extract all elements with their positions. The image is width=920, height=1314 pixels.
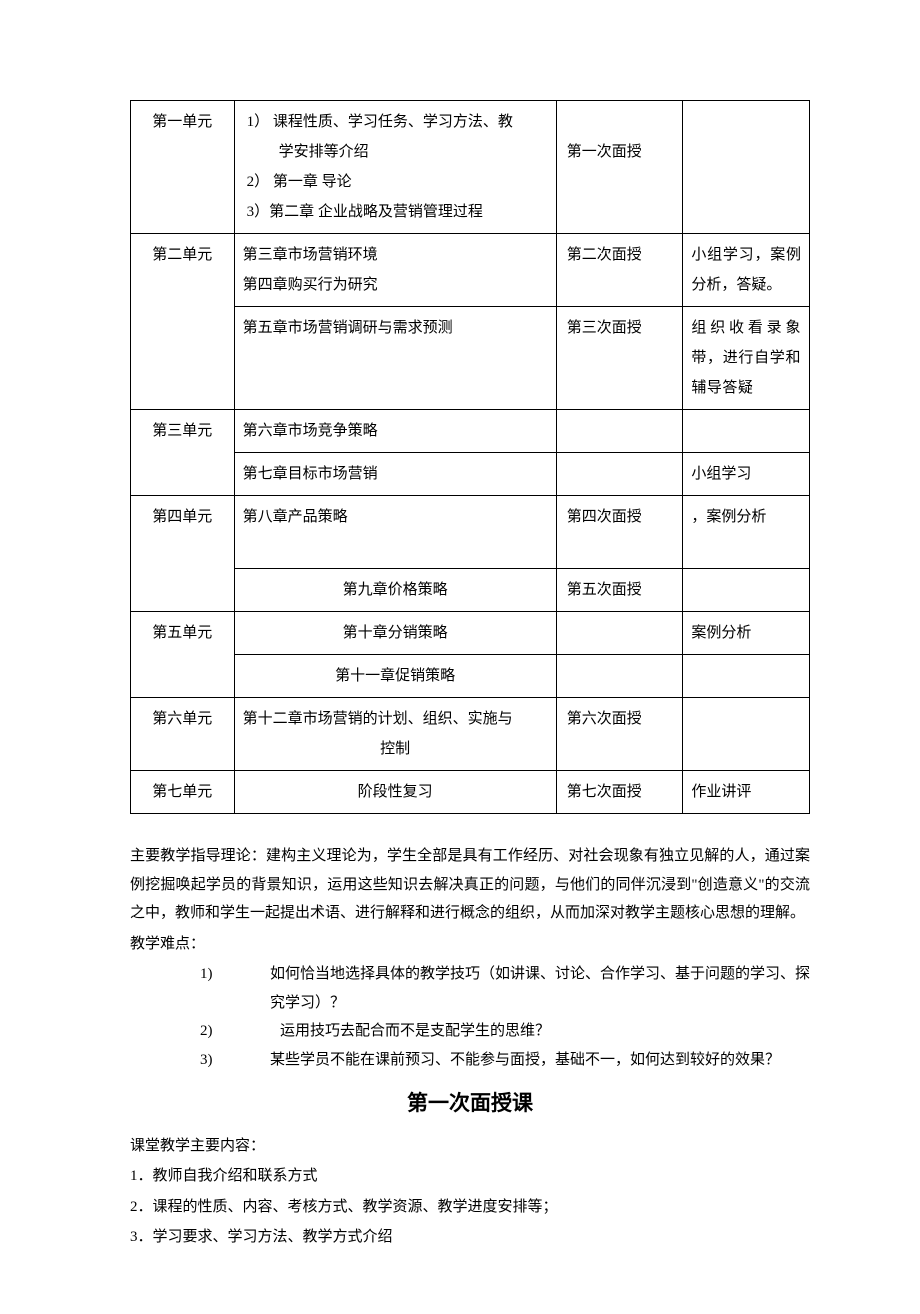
theory-paragraph: 主要教学指导理论：建构主义理论为，学生全部是具有工作经历、对社会现象有独立见解的…: [130, 842, 810, 928]
section-heading: 第一次面授课: [130, 1084, 810, 1124]
list-item: 3) 某些学员不能在课前预习、不能参与面授，基础不一，如何达到较好的效果？: [200, 1046, 810, 1075]
list-item: 1．教师自我介绍和联系方式: [130, 1162, 810, 1191]
difficulty-label: 教学难点：: [130, 930, 810, 959]
list-text: 如何恰当地选择具体的教学技巧（如讲课、讨论、合作学习、基于问题的学习、探究学习）…: [240, 960, 810, 1017]
content-line: 2） 第一章 导论: [243, 167, 548, 197]
session-cell: [556, 410, 683, 453]
note-cell: 案例分析: [683, 612, 810, 655]
content-cell: 第九章价格策略: [234, 569, 556, 612]
session-cell: 第一次面授: [556, 101, 683, 234]
schedule-table: 第一单元 1） 课程性质、学习任务、学习方法、教 学安排等介绍 2） 第一章 导…: [130, 100, 810, 814]
note-cell: [683, 410, 810, 453]
content-cell: 第六章市场竞争策略: [234, 410, 556, 453]
unit-cell: 第二单元: [131, 234, 235, 410]
content-cell: 第五章市场营销调研与需求预测: [234, 307, 556, 410]
note-cell: [683, 655, 810, 698]
list-number: 1): [200, 960, 240, 989]
session-cell: [556, 612, 683, 655]
session-cell: [556, 453, 683, 496]
session-cell: 第五次面授: [556, 569, 683, 612]
table-row: 第五单元 第十章分销策略 案例分析: [131, 612, 810, 655]
table-row: 第四单元 第八章产品策略 第四次面授 ，案例分析: [131, 496, 810, 569]
theory-label: 主要教学指导理论：: [130, 848, 266, 864]
note-cell: [683, 101, 810, 234]
content-cell: 阶段性复习: [234, 771, 556, 814]
list-text: 某些学员不能在课前预习、不能参与面授，基础不一，如何达到较好的效果？: [240, 1046, 810, 1075]
content-cell: 第八章产品策略: [234, 496, 556, 569]
content-cell: 第七章目标市场营销: [234, 453, 556, 496]
note-cell: 组织收看录象带，进行自学和辅导答疑: [683, 307, 810, 410]
content-cell: 第十一章促销策略: [234, 655, 556, 698]
note-cell: ，案例分析: [683, 496, 810, 569]
content-line: 3）第二章 企业战略及营销管理过程: [243, 197, 548, 227]
table-row: 第二单元 第三章市场营销环境第四章购买行为研究 第二次面授 小组学习，案例分析，…: [131, 234, 810, 307]
document-page: 第一单元 1） 课程性质、学习任务、学习方法、教 学安排等介绍 2） 第一章 导…: [0, 0, 920, 1314]
content-line: 1） 课程性质、学习任务、学习方法、教: [243, 107, 548, 137]
session-cell: 第七次面授: [556, 771, 683, 814]
list-number: 2): [200, 1017, 240, 1046]
list-item: 1) 如何恰当地选择具体的教学技巧（如讲课、讨论、合作学习、基于问题的学习、探究…: [200, 960, 810, 1017]
session-cell: [556, 655, 683, 698]
list-item: 2) 运用技巧去配合而不是支配学生的思维？: [200, 1017, 810, 1046]
table-row: 第七单元 阶段性复习 第七次面授 作业讲评: [131, 771, 810, 814]
note-cell: [683, 698, 810, 771]
unit-cell: 第四单元: [131, 496, 235, 612]
list-item: 3．学习要求、学习方法、教学方式介绍: [130, 1223, 810, 1252]
content-cell: 第三章市场营销环境第四章购买行为研究: [234, 234, 556, 307]
content-cell: 第十章分销策略: [234, 612, 556, 655]
unit-cell: 第七单元: [131, 771, 235, 814]
note-cell: 作业讲评: [683, 771, 810, 814]
note-cell: 小组学习: [683, 453, 810, 496]
content-line: 学安排等介绍: [243, 137, 548, 167]
table-row: 第一单元 1） 课程性质、学习任务、学习方法、教 学安排等介绍 2） 第一章 导…: [131, 101, 810, 234]
list-item: 2．课程的性质、内容、考核方式、教学资源、教学进度安排等；: [130, 1193, 810, 1222]
list-number: 3): [200, 1046, 240, 1075]
session-cell: 第二次面授: [556, 234, 683, 307]
unit-cell: 第一单元: [131, 101, 235, 234]
list-text: 运用技巧去配合而不是支配学生的思维？: [240, 1017, 810, 1046]
note-cell: 小组学习，案例分析，答疑。: [683, 234, 810, 307]
note-cell: [683, 569, 810, 612]
table-row: 第三单元 第六章市场竞争策略: [131, 410, 810, 453]
session-cell: 第三次面授: [556, 307, 683, 410]
session-cell: 第六次面授: [556, 698, 683, 771]
table-row: 第六单元 第十二章市场营销的计划、组织、实施与控制 第六次面授: [131, 698, 810, 771]
content-cell: 第十二章市场营销的计划、组织、实施与控制: [234, 698, 556, 771]
unit-cell: 第六单元: [131, 698, 235, 771]
content-cell: 1） 课程性质、学习任务、学习方法、教 学安排等介绍 2） 第一章 导论 3）第…: [234, 101, 556, 234]
class-content-label: 课堂教学主要内容：: [130, 1132, 810, 1161]
difficulty-list: 1) 如何恰当地选择具体的教学技巧（如讲课、讨论、合作学习、基于问题的学习、探究…: [130, 960, 810, 1074]
unit-cell: 第三单元: [131, 410, 235, 496]
session-cell: 第四次面授: [556, 496, 683, 569]
unit-cell: 第五单元: [131, 612, 235, 698]
class-content-list: 1．教师自我介绍和联系方式 2．课程的性质、内容、考核方式、教学资源、教学进度安…: [130, 1162, 810, 1252]
